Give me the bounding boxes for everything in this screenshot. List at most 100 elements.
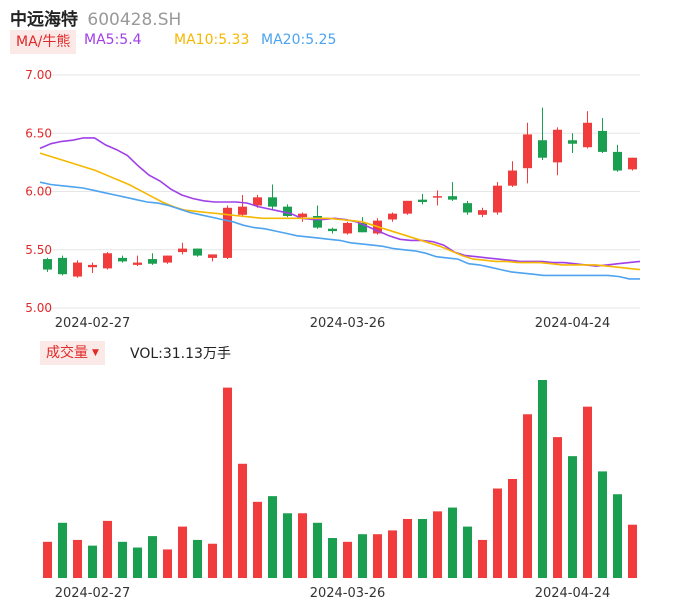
volume-bar (403, 518, 412, 578)
candle-body (283, 206, 292, 216)
volume-bar (628, 524, 637, 578)
candle (73, 260, 82, 278)
candle-body (493, 185, 502, 213)
candle-body (238, 206, 247, 215)
candle (58, 255, 67, 276)
volume-bar (178, 526, 187, 578)
date-tick-label: 2024-02-27 (55, 316, 131, 331)
volume-legend: 成交量 ▼ VOL:31.13万手 (40, 341, 231, 365)
volume-bar (463, 526, 472, 578)
candle-body (448, 196, 457, 200)
candle-body (118, 257, 127, 262)
volume-bar (58, 522, 67, 578)
candle-body (73, 262, 82, 277)
candle-body (328, 228, 337, 232)
volume-bar (433, 511, 442, 578)
ma10-legend-label: MA10:5.33 (174, 32, 250, 48)
candle-body (598, 130, 607, 152)
volume-indicator-label: 成交量 (46, 345, 88, 361)
volume-bar (568, 456, 577, 578)
volume-bar (193, 539, 202, 578)
candle (523, 122, 532, 184)
candle-body (253, 197, 262, 206)
candle-body (163, 255, 172, 263)
volume-indicator-selector[interactable]: 成交量 ▼ (40, 341, 105, 365)
candle (328, 227, 337, 234)
price-tick-label: 7.00 (25, 68, 52, 82)
volume-bar (223, 387, 232, 578)
volume-value: VOL:31.13万手 (130, 346, 231, 362)
moving-average-lines (39, 137, 641, 280)
volume-bar (598, 471, 607, 578)
date-tick-label: 2024-03-26 (310, 586, 386, 601)
date-tick-label: 2024-03-26 (310, 316, 386, 331)
volume-bar (253, 501, 262, 578)
candle-body (208, 254, 217, 258)
ma-indicator-label: MA/牛熊 (16, 34, 71, 50)
volume-bar (283, 513, 292, 578)
price-tick-label: 5.50 (25, 243, 52, 257)
candlestick-series (43, 107, 637, 278)
candle-body (403, 200, 412, 214)
candle-body (223, 207, 232, 258)
candle (568, 133, 577, 154)
stock-code: 600428.SH (87, 10, 182, 30)
candle-body (313, 215, 322, 228)
candle-body (523, 134, 532, 169)
volume-bar (358, 534, 367, 578)
candle (208, 254, 217, 262)
candle (418, 193, 427, 205)
price-axis: 7.00 6.50 6.00 5.50 5.00 (25, 68, 52, 315)
volume-bar (133, 547, 142, 578)
candle-body (583, 122, 592, 148)
candle-body (418, 199, 427, 202)
candle (478, 207, 487, 218)
candle-body (193, 248, 202, 256)
candle (118, 255, 127, 263)
volume-bar (268, 496, 277, 578)
ma5-legend-label: MA5:5.4 (84, 32, 142, 48)
candle-body (268, 197, 277, 207)
candle (538, 107, 547, 161)
candle-body (568, 140, 577, 144)
volume-bar (613, 494, 622, 578)
candle-body (388, 213, 397, 220)
volume-date-axis: 2024-02-27 2024-03-26 2024-04-24 (55, 586, 611, 601)
candle-body (298, 213, 307, 218)
candle-body (43, 259, 52, 270)
candle (193, 248, 202, 257)
price-tick-label: 5.00 (25, 301, 52, 315)
candle (133, 255, 142, 267)
candle (238, 194, 247, 218)
candle (493, 182, 502, 215)
stock-title: 中远海特 600428.SH (10, 5, 181, 30)
volume-bar (313, 522, 322, 578)
volume-bar (388, 530, 397, 578)
candle-body (148, 259, 157, 264)
dropdown-triangle-icon: ▼ (92, 348, 99, 358)
candle-body (613, 151, 622, 171)
candle (283, 204, 292, 218)
volume-bar (88, 545, 97, 578)
candle (298, 212, 307, 222)
candle-body (478, 210, 487, 215)
candle-body (553, 129, 562, 163)
volume-bars (43, 380, 637, 578)
volume-bar (448, 507, 457, 578)
candle (148, 253, 157, 265)
candle-body (88, 264, 97, 268)
volume-bar (73, 539, 82, 578)
candle-body (343, 222, 352, 234)
candle (388, 212, 397, 222)
volume-bar (118, 541, 127, 578)
volume-bar (418, 518, 427, 578)
date-tick-label: 2024-02-27 (55, 586, 131, 601)
ma20-line (39, 181, 640, 280)
candle-body (463, 203, 472, 213)
volume-bar (553, 437, 562, 578)
ma-indicator-selector[interactable]: MA/牛熊 (10, 30, 77, 54)
candle-body (538, 140, 547, 158)
candle (613, 144, 622, 172)
volume-bar (493, 488, 502, 578)
